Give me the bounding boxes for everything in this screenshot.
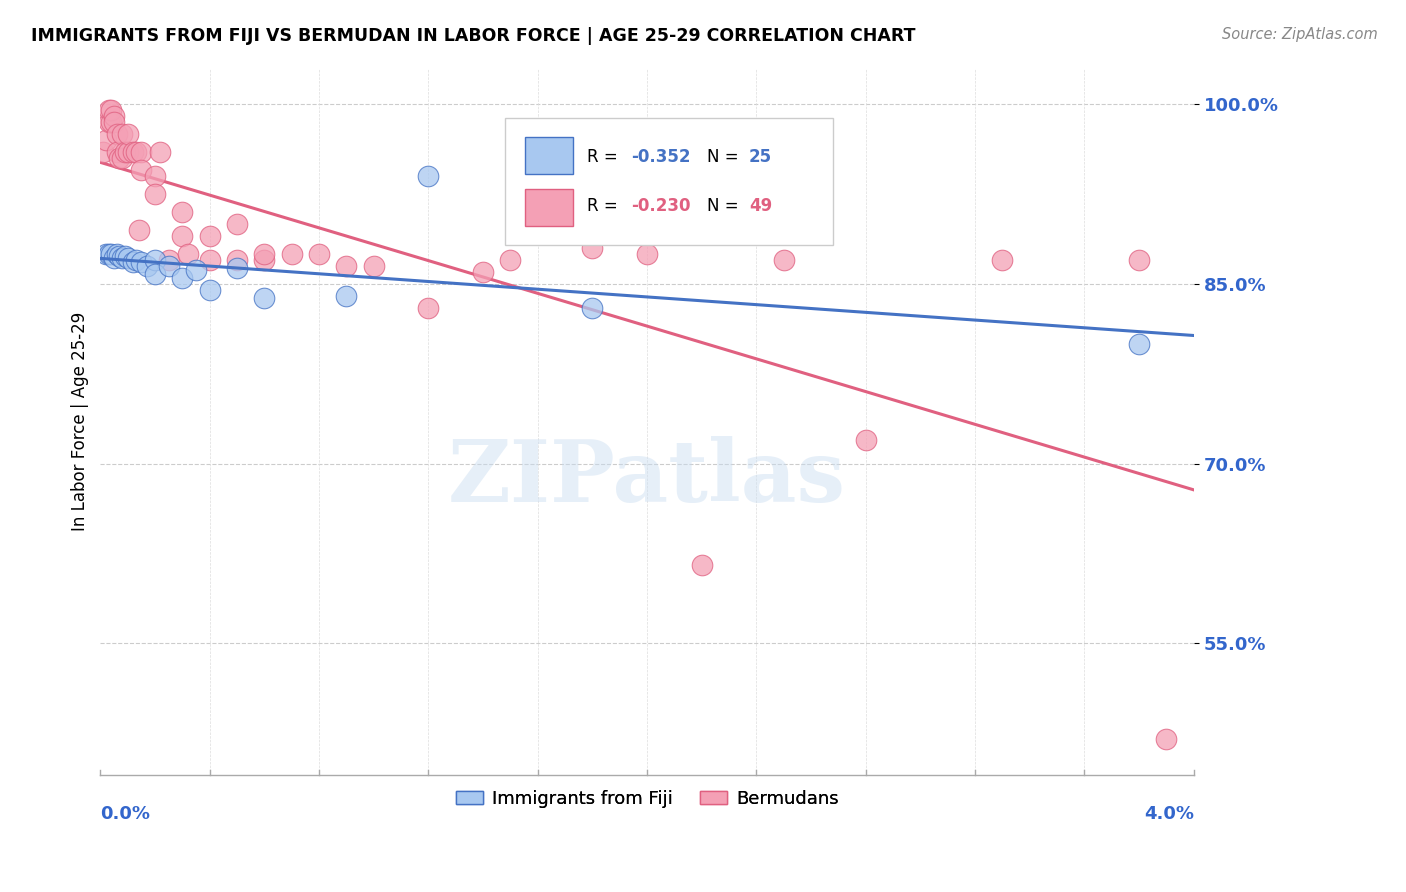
Point bbox=[253, 247, 276, 261]
FancyBboxPatch shape bbox=[524, 189, 572, 226]
Point bbox=[581, 241, 603, 255]
Point bbox=[114, 250, 136, 264]
Point bbox=[103, 115, 125, 129]
Point bbox=[226, 261, 249, 276]
Point bbox=[177, 247, 200, 261]
FancyBboxPatch shape bbox=[505, 118, 832, 245]
Point bbox=[94, 247, 117, 261]
Point bbox=[94, 133, 117, 147]
Point bbox=[1156, 731, 1178, 746]
Point bbox=[131, 163, 153, 178]
Point bbox=[143, 187, 166, 202]
Point bbox=[335, 289, 357, 303]
Point bbox=[131, 255, 153, 269]
Point bbox=[91, 145, 114, 160]
Text: 4.0%: 4.0% bbox=[1144, 805, 1194, 823]
Point bbox=[143, 169, 166, 184]
Point bbox=[117, 145, 139, 160]
Text: -0.230: -0.230 bbox=[631, 197, 690, 215]
Point bbox=[184, 262, 207, 277]
Point bbox=[772, 253, 794, 268]
Point bbox=[198, 229, 221, 244]
Point bbox=[131, 145, 153, 160]
Legend: Immigrants from Fiji, Bermudans: Immigrants from Fiji, Bermudans bbox=[449, 783, 845, 815]
Point bbox=[198, 253, 221, 268]
Point bbox=[100, 103, 122, 118]
Text: R =: R = bbox=[586, 148, 623, 166]
FancyBboxPatch shape bbox=[524, 137, 572, 174]
Point bbox=[363, 259, 385, 273]
Point bbox=[97, 115, 120, 129]
Point bbox=[253, 292, 276, 306]
Point bbox=[690, 558, 713, 573]
Point bbox=[335, 259, 357, 273]
Text: -0.352: -0.352 bbox=[631, 148, 690, 166]
Point bbox=[97, 103, 120, 118]
Text: R =: R = bbox=[586, 197, 623, 215]
Point bbox=[100, 115, 122, 129]
Point bbox=[418, 301, 440, 315]
Point bbox=[111, 151, 134, 165]
Point bbox=[108, 250, 131, 264]
Point bbox=[198, 283, 221, 297]
Point bbox=[172, 229, 194, 244]
Point bbox=[128, 223, 150, 237]
Text: N =: N = bbox=[707, 197, 744, 215]
Point bbox=[143, 268, 166, 282]
Text: N =: N = bbox=[707, 148, 744, 166]
Point bbox=[172, 271, 194, 285]
Point bbox=[105, 128, 128, 142]
Text: ZIPatlas: ZIPatlas bbox=[449, 436, 846, 520]
Point bbox=[172, 205, 194, 219]
Point bbox=[117, 128, 139, 142]
Text: 25: 25 bbox=[749, 148, 772, 166]
Point bbox=[226, 253, 249, 268]
Point bbox=[636, 247, 658, 261]
Point bbox=[108, 151, 131, 165]
Point bbox=[991, 253, 1014, 268]
Point bbox=[122, 145, 145, 160]
Point bbox=[105, 145, 128, 160]
Point bbox=[97, 247, 120, 261]
Point bbox=[499, 253, 522, 268]
Y-axis label: In Labor Force | Age 25-29: In Labor Force | Age 25-29 bbox=[72, 312, 89, 532]
Point bbox=[253, 253, 276, 268]
Point bbox=[855, 433, 877, 447]
Point bbox=[105, 247, 128, 261]
Point bbox=[308, 247, 330, 261]
Point bbox=[122, 255, 145, 269]
Point bbox=[1128, 253, 1150, 268]
Point bbox=[472, 265, 495, 279]
Point bbox=[226, 217, 249, 231]
Point bbox=[103, 110, 125, 124]
Text: 49: 49 bbox=[749, 197, 772, 215]
Point bbox=[111, 251, 134, 265]
Point bbox=[100, 247, 122, 261]
Point bbox=[111, 128, 134, 142]
Point bbox=[157, 259, 180, 273]
Point bbox=[125, 253, 148, 268]
Point bbox=[418, 169, 440, 184]
Point bbox=[117, 251, 139, 265]
Text: Source: ZipAtlas.com: Source: ZipAtlas.com bbox=[1222, 27, 1378, 42]
Point bbox=[1128, 337, 1150, 351]
Point bbox=[114, 145, 136, 160]
Point bbox=[135, 259, 157, 273]
Text: 0.0%: 0.0% bbox=[100, 805, 150, 823]
Point bbox=[125, 145, 148, 160]
Point bbox=[143, 253, 166, 268]
Point bbox=[157, 253, 180, 268]
Point bbox=[103, 251, 125, 265]
Text: IMMIGRANTS FROM FIJI VS BERMUDAN IN LABOR FORCE | AGE 25-29 CORRELATION CHART: IMMIGRANTS FROM FIJI VS BERMUDAN IN LABO… bbox=[31, 27, 915, 45]
Point bbox=[149, 145, 172, 160]
Point bbox=[581, 301, 603, 315]
Point bbox=[280, 247, 302, 261]
